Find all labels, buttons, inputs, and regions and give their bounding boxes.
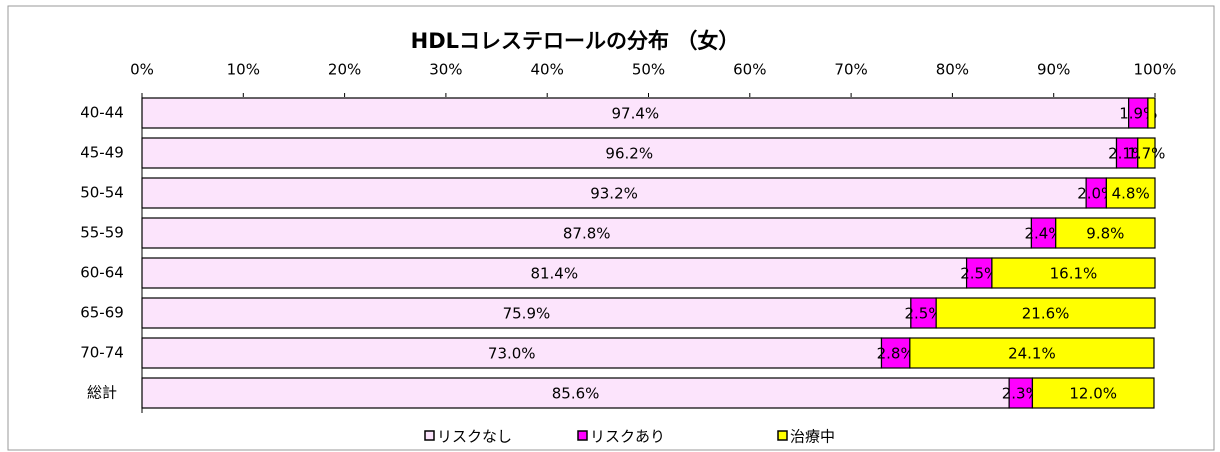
x-tick-label: 60%	[733, 61, 766, 79]
data-label: 73.0%	[488, 345, 536, 363]
y-tick-label: 55-59	[80, 224, 124, 242]
x-tick-label: 80%	[936, 61, 969, 79]
legend-label: 治療中	[790, 428, 835, 446]
x-tick-label: 10%	[227, 61, 260, 79]
legend-swatch	[577, 430, 588, 441]
x-tick-label: 0%	[130, 61, 154, 79]
data-label: 75.9%	[503, 305, 551, 323]
chart-title: HDLコレステロールの分布 （女）	[411, 29, 740, 53]
y-tick-label: 65-69	[80, 304, 124, 322]
y-tick-label: 40-44	[80, 104, 124, 122]
y-tick-label: 60-64	[80, 264, 124, 282]
data-label: 96.2%	[605, 145, 653, 163]
bar-segment	[991, 257, 1156, 289]
data-label: 2.3%	[1002, 385, 1040, 403]
bar-segment	[880, 337, 911, 369]
data-label: 2.8%	[877, 345, 915, 363]
x-tick-label: 100%	[1134, 61, 1177, 79]
x-tick-label: 30%	[429, 61, 462, 79]
data-label: 12.0%	[1069, 385, 1117, 403]
data-label: 21.6%	[1022, 305, 1070, 323]
data-label: 97.4%	[612, 105, 660, 123]
bar-segment	[1055, 217, 1156, 249]
data-label: 4.8%	[1112, 185, 1150, 203]
data-label: 81.4%	[530, 265, 578, 283]
legend-label: リスクなし	[437, 428, 512, 446]
data-label: 2.4%	[1025, 225, 1063, 243]
legend-swatch	[424, 430, 435, 441]
bar-segment	[1105, 177, 1156, 209]
x-tick-label: 90%	[1037, 61, 1070, 79]
data-label: 9.8%	[1086, 225, 1124, 243]
data-label: 24.1%	[1008, 345, 1056, 363]
y-tick-label: 70-74	[80, 344, 124, 362]
data-label: 2.5%	[904, 305, 942, 323]
data-label: 87.8%	[563, 225, 611, 243]
x-tick-label: 40%	[531, 61, 564, 79]
bar-segment	[141, 217, 1033, 249]
data-label: 16.1%	[1050, 265, 1098, 283]
x-tick-label: 70%	[834, 61, 867, 79]
bar-segment	[141, 377, 1010, 409]
bar-segment	[909, 337, 1155, 369]
bar-segment	[1030, 217, 1057, 249]
bar-segment	[910, 297, 937, 329]
x-tick-label: 20%	[328, 61, 361, 79]
data-label: 1.7%	[1127, 145, 1165, 163]
x-tick-label: 50%	[632, 61, 665, 79]
bar-segment	[1137, 137, 1156, 169]
data-label: 85.6%	[552, 385, 600, 403]
data-label: 93.2%	[590, 185, 638, 203]
bar-segment	[141, 97, 1130, 129]
y-tick-label: 45-49	[80, 144, 124, 162]
bar-segment	[935, 297, 1156, 329]
legend-label: リスクあり	[590, 428, 665, 446]
data-label: 2.0%	[1077, 185, 1115, 203]
bar-segment	[1031, 377, 1155, 409]
y-tick-label: 50-54	[80, 184, 124, 202]
legend-swatch	[777, 430, 788, 441]
bar-segment	[1147, 97, 1156, 129]
data-label: 2.5%	[960, 265, 998, 283]
data-label: 2.1%	[1108, 145, 1146, 163]
y-tick-label: 総計	[87, 384, 117, 402]
